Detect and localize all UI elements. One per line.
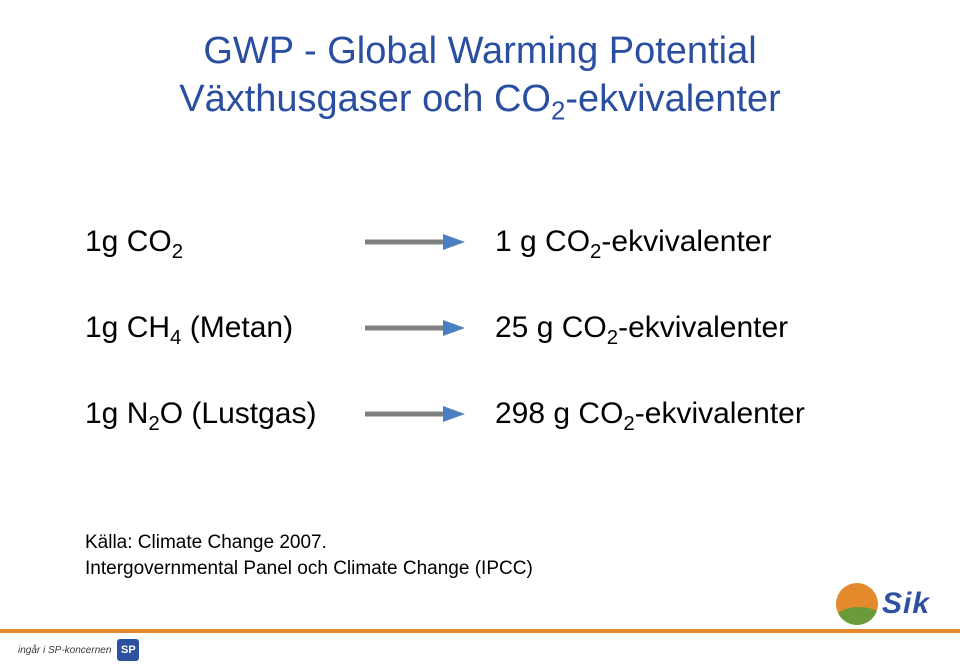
gas-suffix: (Metan) [181, 311, 293, 344]
slide: GWP - Global Warming Potential Växthusga… [0, 0, 960, 671]
footer-left-text: ingår i SP-koncernen [18, 645, 111, 656]
gas-prefix: 1g CH [85, 311, 170, 344]
gas-label: 1g CO2 [85, 225, 183, 258]
equiv-suffix: -ekvivalenter [601, 225, 771, 258]
source-line-1: Källa: Climate Change 2007. [85, 530, 533, 556]
table-row: 1g CO2 1 g CO2-ekvivalenter [85, 225, 875, 259]
arrow-cell [365, 232, 495, 252]
title-line-1: GWP - Global Warming Potential [0, 28, 960, 76]
gas-label: 1g N2O (Lustgas) [85, 397, 316, 430]
title-line-2-suffix: -ekvivalenter [565, 78, 780, 120]
footer-divider [0, 629, 960, 633]
equiv-label: 298 g CO2-ekvivalenter [495, 397, 805, 430]
footer-left-badge: ingår i SP-koncernen SP [18, 639, 139, 661]
slide-title: GWP - Global Warming Potential Växthusga… [0, 28, 960, 123]
source-citation: Källa: Climate Change 2007. Intergovernm… [85, 530, 533, 581]
gas-suffix: O (Lustgas) [160, 397, 317, 430]
equiv-prefix: 1 g CO [495, 225, 590, 258]
table-row: 1g CH4 (Metan) 25 g CO2-ekvivalenter [85, 311, 875, 345]
gas-prefix: 1g N [85, 397, 148, 430]
equiv-cell: 298 g CO2-ekvivalenter [495, 397, 875, 431]
arrow-icon [365, 318, 465, 338]
gas-cell: 1g N2O (Lustgas) [85, 397, 365, 431]
title-line-2: Växthusgaser och CO2-ekvivalenter [0, 76, 960, 124]
equiv-cell: 1 g CO2-ekvivalenter [495, 225, 875, 259]
gas-sub: 2 [148, 413, 159, 435]
equiv-label: 25 g CO2-ekvivalenter [495, 311, 788, 344]
sp-logo-icon: SP [117, 639, 139, 661]
equiv-sub: 2 [590, 241, 601, 263]
table-row: 1g N2O (Lustgas) 298 g CO2-ekvivalenter [85, 397, 875, 431]
arrow-icon [365, 404, 465, 424]
source-line-2: Intergovernmental Panel och Climate Chan… [85, 556, 533, 582]
title-line-2-sub: 2 [551, 97, 565, 125]
arrow-icon [365, 232, 465, 252]
gwp-table: 1g CO2 1 g CO2-ekvivalenter 1g CH4 (Meta… [85, 225, 875, 483]
arrow-cell [365, 318, 495, 338]
gas-sub: 4 [170, 327, 181, 349]
equiv-suffix: -ekvivalenter [635, 397, 805, 430]
equiv-prefix: 25 g CO [495, 311, 607, 344]
equiv-sub: 2 [623, 413, 634, 435]
gas-cell: 1g CO2 [85, 225, 365, 259]
gas-label: 1g CH4 (Metan) [85, 311, 293, 344]
sik-globe-green [836, 607, 878, 625]
arrow-cell [365, 404, 495, 424]
sik-logo: Sik [836, 583, 930, 625]
equiv-label: 1 g CO2-ekvivalenter [495, 225, 771, 258]
gas-sub: 2 [172, 241, 183, 263]
equiv-prefix: 298 g CO [495, 397, 623, 430]
equiv-suffix: -ekvivalenter [618, 311, 788, 344]
gas-prefix: 1g CO [85, 225, 172, 258]
sik-globe-icon [836, 583, 878, 625]
title-line-2-prefix: Växthusgaser och CO [179, 78, 551, 120]
equiv-sub: 2 [607, 327, 618, 349]
gas-cell: 1g CH4 (Metan) [85, 311, 365, 345]
sik-logo-text: Sik [882, 587, 930, 621]
equiv-cell: 25 g CO2-ekvivalenter [495, 311, 875, 345]
